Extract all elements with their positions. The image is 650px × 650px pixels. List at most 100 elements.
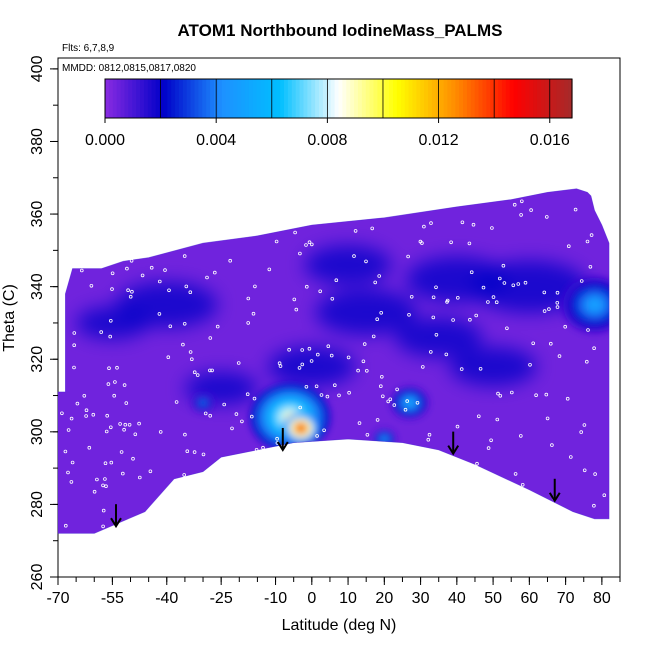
sample-point bbox=[278, 364, 283, 368]
colorbar-swatch bbox=[237, 79, 242, 118]
sample-point bbox=[582, 423, 587, 427]
colorbar-swatch bbox=[210, 79, 215, 118]
sample-point bbox=[497, 276, 502, 281]
sample-point bbox=[174, 400, 179, 404]
sample-point bbox=[84, 408, 89, 413]
sample-point bbox=[370, 226, 375, 231]
colorbar-swatch bbox=[536, 79, 542, 118]
sample-point bbox=[509, 390, 514, 395]
y-tick-label: 400 bbox=[29, 55, 46, 82]
sample-point bbox=[429, 221, 433, 225]
colorbar-swatch bbox=[556, 79, 561, 118]
colorbar-swatch bbox=[136, 79, 141, 118]
flight-arrow bbox=[276, 427, 289, 452]
sample-point bbox=[361, 359, 366, 364]
sample-point bbox=[101, 524, 105, 529]
sample-point bbox=[140, 273, 145, 278]
sample-point bbox=[392, 403, 397, 407]
sample-point bbox=[267, 267, 272, 272]
colorbar-swatch bbox=[474, 79, 480, 118]
sample-point bbox=[309, 359, 314, 363]
colorbar-swatch bbox=[439, 79, 445, 118]
sample-point bbox=[298, 251, 302, 256]
sample-point bbox=[89, 283, 94, 288]
colorbar-swatch bbox=[190, 79, 196, 118]
sample-point bbox=[528, 362, 532, 367]
colorbar-swatch bbox=[540, 79, 546, 118]
flight-arrow bbox=[548, 478, 561, 503]
colorbar-swatch bbox=[233, 79, 238, 118]
y-tick-label: 280 bbox=[29, 491, 46, 518]
sample-point bbox=[307, 240, 312, 245]
sample-point bbox=[195, 373, 200, 377]
colorbar-swatch bbox=[338, 79, 343, 118]
colorbar-swatch bbox=[486, 79, 491, 118]
sample-point bbox=[501, 263, 506, 268]
sample-point bbox=[119, 450, 124, 454]
sample-point bbox=[213, 270, 217, 275]
colorbar-swatch bbox=[478, 79, 484, 118]
sample-point bbox=[364, 368, 369, 373]
colorbar-swatch bbox=[182, 79, 188, 118]
colorbar-swatch bbox=[303, 79, 308, 118]
sample-point bbox=[108, 334, 112, 339]
colorbar-swatch bbox=[513, 79, 519, 118]
sample-point bbox=[103, 477, 107, 481]
sample-point bbox=[183, 432, 187, 437]
sample-point bbox=[478, 366, 483, 371]
colorbar-swatch bbox=[167, 79, 172, 118]
sample-point bbox=[319, 393, 324, 397]
colorbar-swatch bbox=[525, 79, 530, 118]
x-tick-label: 70 bbox=[557, 590, 575, 607]
sample-point bbox=[490, 226, 494, 230]
sample-point bbox=[334, 278, 339, 283]
sample-point bbox=[352, 254, 356, 258]
sample-point bbox=[356, 368, 360, 373]
sample-point bbox=[379, 310, 384, 315]
colorbar-swatch bbox=[447, 79, 452, 118]
sample-point bbox=[375, 418, 380, 422]
sample-point bbox=[498, 393, 503, 398]
colorbar-swatch bbox=[404, 79, 410, 118]
colorbar-swatch bbox=[280, 79, 285, 118]
sample-point bbox=[495, 417, 500, 422]
sample-point bbox=[294, 307, 299, 312]
sample-point bbox=[82, 393, 87, 398]
sample-point bbox=[250, 414, 254, 419]
colorbar-tick-label: 0.000 bbox=[85, 132, 125, 149]
sample-point bbox=[92, 489, 97, 494]
sample-point bbox=[210, 368, 214, 373]
sample-point bbox=[208, 336, 213, 340]
sample-point bbox=[287, 347, 291, 352]
sample-point bbox=[444, 352, 449, 357]
sample-point bbox=[322, 428, 326, 433]
sample-point bbox=[584, 359, 589, 364]
sample-point bbox=[418, 239, 423, 244]
sample-point bbox=[494, 300, 499, 305]
sample-point bbox=[87, 445, 92, 450]
colorbar-swatch bbox=[105, 79, 110, 118]
sample-point bbox=[547, 307, 551, 311]
sample-point bbox=[330, 296, 335, 301]
sample-point bbox=[112, 393, 116, 398]
sample-point bbox=[426, 437, 431, 442]
colorbar-swatch bbox=[143, 79, 149, 118]
sample-point bbox=[158, 279, 162, 284]
sample-point bbox=[130, 289, 134, 294]
colorbar-swatch bbox=[116, 79, 122, 118]
sample-point bbox=[602, 493, 607, 498]
colorbar-swatch bbox=[159, 79, 164, 118]
colorbar-swatch bbox=[381, 79, 386, 118]
colorbar-swatch bbox=[505, 79, 511, 118]
colorbar-swatch bbox=[509, 79, 515, 118]
sample-point bbox=[468, 317, 472, 322]
sample-point bbox=[542, 290, 547, 295]
colorbar-swatch bbox=[361, 79, 367, 118]
sample-point bbox=[315, 352, 320, 357]
sample-point bbox=[185, 449, 190, 454]
sample-point bbox=[496, 391, 500, 396]
sample-point bbox=[579, 430, 583, 434]
sample-point bbox=[545, 416, 550, 421]
sample-point bbox=[230, 426, 234, 431]
sample-point bbox=[205, 275, 209, 280]
